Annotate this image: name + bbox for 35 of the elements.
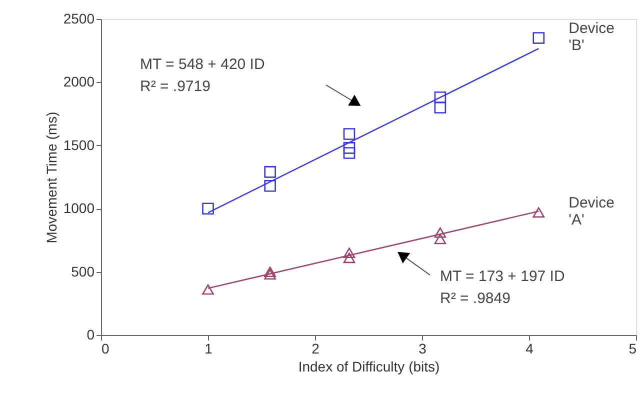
y-tick-label: 2500 [63,10,95,26]
point [264,266,276,277]
point [202,284,214,295]
y-tick-label: 2000 [63,74,95,90]
y-tick-label: 1500 [63,136,95,153]
point [264,180,276,192]
x-tick-label: 3 [418,340,427,356]
annotation: MT = 173 + 197 ID R² = .9849 [440,268,565,307]
x-tick-label: 2 [312,340,320,356]
series-label: Device 'A' [568,194,614,228]
series-label: Device 'B' [568,20,614,54]
x-tick-label: 5 [628,340,637,356]
point [264,269,276,280]
point [343,128,356,140]
point [434,102,446,114]
point [434,91,446,104]
point [343,248,356,258]
y-tick-label: 500 [71,263,95,280]
point [264,166,276,178]
y-axis-title: Movement Time (ms) [43,112,60,244]
x-tick-label: 4 [526,340,534,356]
point [532,32,545,44]
x-tick-label: 1 [204,340,213,356]
point [343,147,356,159]
y-tick-label: 0 [86,326,95,342]
point [343,142,356,154]
point [343,252,356,264]
y-tick-label: 1000 [63,200,95,216]
point [434,234,446,244]
point [202,202,214,214]
x-axis-title: Index of Difficulty (bits) [298,358,440,374]
point [434,227,446,238]
point [532,207,545,218]
annotation: MT = 548 + 420 ID R² = .9719 [140,56,265,95]
x-tick-label: 0 [102,340,110,356]
